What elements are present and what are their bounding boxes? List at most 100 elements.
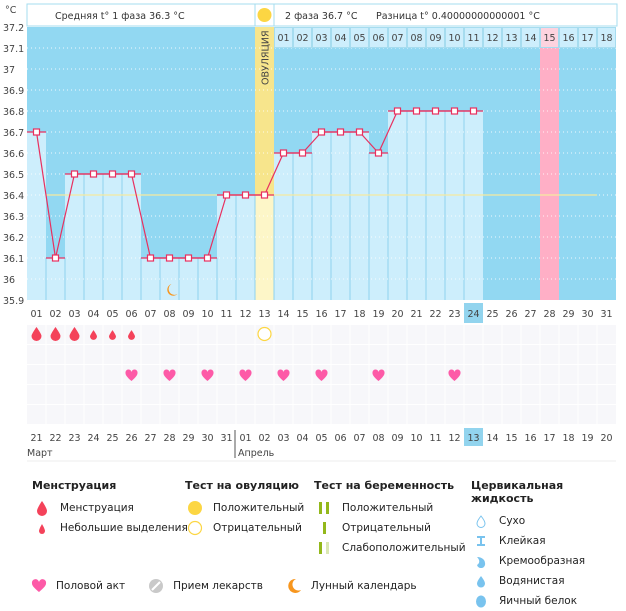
legend-item: Положительный xyxy=(314,498,466,518)
cycle-day-label: 27 xyxy=(524,309,536,320)
legend-title: Тест на овуляцию xyxy=(185,479,299,492)
calendar-date: 02 xyxy=(258,433,270,444)
legend-label: Сухо xyxy=(499,515,526,527)
legend-label: Водянистая xyxy=(499,575,565,587)
phase2-day-cell xyxy=(331,27,350,48)
legend-item: Отрицательный xyxy=(314,518,466,538)
marker-row xyxy=(27,405,616,424)
watery-icon xyxy=(471,573,491,589)
month-label: Март xyxy=(27,448,53,459)
cycle-day-label: 30 xyxy=(581,309,593,320)
ovulation-bar xyxy=(255,195,274,300)
bbt-chart: °C Средняя t° 1 фаза 36.3 °C 2 фаза 36.7… xyxy=(3,3,618,462)
legend-item: Прием лекарств xyxy=(147,578,263,594)
pregnancy-negative-icon xyxy=(314,520,334,536)
legend-title: Цервикальная жидкость xyxy=(471,479,564,505)
legend-label: Слабоположительный xyxy=(342,542,466,554)
cycle-day-label: 06 xyxy=(125,309,137,320)
calendar-date: 05 xyxy=(315,433,327,444)
temperature-point xyxy=(298,149,307,157)
y-tick-label: 35.9 xyxy=(3,296,24,307)
cycle-day-label: 19 xyxy=(372,309,384,320)
temperature-bar xyxy=(274,153,293,300)
pregnancy-weak-positive-icon xyxy=(314,540,334,556)
legend-item: Яичный белок xyxy=(471,591,626,611)
pill-icon xyxy=(147,578,165,594)
temperature-point xyxy=(89,170,98,178)
legend-label: Половой акт xyxy=(56,580,126,592)
calendar-date: 12 xyxy=(448,433,460,444)
temperature-point xyxy=(450,107,459,115)
temperature-bar xyxy=(464,111,483,300)
blood-drop-large-icon xyxy=(50,327,61,342)
blood-drop-large-icon xyxy=(69,327,80,342)
y-tick-label: 36.7 xyxy=(3,128,24,139)
heart-icon xyxy=(448,369,461,381)
blood-drop-small-icon xyxy=(90,330,97,340)
chart-overlay: 01 02 03 04 05 06 07 08 09 10 11 12 13 14 15 16 17 18 19 20… xyxy=(27,107,616,462)
phase2-day-label: 07 xyxy=(391,33,403,44)
temperature-point xyxy=(317,128,326,136)
plot-area: 37.2 37.1 37 36.9 36.8 36.7 36.6 36.5 36.4 36.3 36… xyxy=(3,23,616,307)
temperature-point xyxy=(108,170,117,178)
temperature-point xyxy=(279,149,288,157)
cycle-day-label: 20 xyxy=(391,309,403,320)
cycle-day-label: 10 xyxy=(201,309,213,320)
y-tick-label: 37.1 xyxy=(3,44,24,55)
cycle-day-label: 09 xyxy=(182,309,194,320)
legend-item: Лунный календарь xyxy=(285,578,417,594)
today-highlight xyxy=(464,428,483,446)
calendar-date: 30 xyxy=(201,433,213,444)
temperature-bar xyxy=(217,195,236,300)
phase2-day-cell xyxy=(597,27,616,48)
cycle-day-label: 01 xyxy=(30,309,42,320)
legend-title: Менструация xyxy=(32,479,117,492)
cycle-day-label: 16 xyxy=(315,309,327,320)
temperature-line xyxy=(377,110,399,154)
calendar-date: 04 xyxy=(296,433,308,444)
y-tick-label: 36.5 xyxy=(3,170,24,181)
phase2-day-label: 10 xyxy=(448,33,460,44)
month-label: Апрель xyxy=(238,448,275,459)
moon-icon xyxy=(167,284,178,296)
cycle-day-label: 14 xyxy=(277,309,289,320)
highlight-column xyxy=(540,27,559,300)
cycle-day-label: 26 xyxy=(505,309,517,320)
legend-title: Тест на беременность xyxy=(314,479,455,492)
legend-label: Кремообразная xyxy=(499,555,586,567)
temperature-point xyxy=(51,254,60,262)
ovulation-positive-icon xyxy=(257,8,272,22)
phase2-day-cell xyxy=(407,27,426,48)
cycle-day-label: 18 xyxy=(353,309,365,320)
temperature-point xyxy=(393,107,402,115)
cycle-day-label: 28 xyxy=(543,309,555,320)
phase2-day-cell xyxy=(578,27,597,48)
marker-row xyxy=(27,345,616,364)
cycle-day-label: 31 xyxy=(600,309,612,320)
temperature-point xyxy=(32,128,41,136)
calendar-date: 14 xyxy=(486,433,498,444)
egg-white-icon xyxy=(471,593,491,609)
sticky-icon xyxy=(471,533,491,549)
temperature-bar xyxy=(236,195,255,300)
phase2-day-cell xyxy=(483,27,502,48)
y-tick-label: 36.8 xyxy=(3,107,24,118)
cycle-day-label: 13 xyxy=(258,309,270,320)
temperature-line xyxy=(206,194,228,259)
legend-ovulation-test: Тест на овуляцию Положительный Отрицател… xyxy=(185,479,304,538)
cycle-day-label: 21 xyxy=(410,309,422,320)
temperature-bar xyxy=(388,111,407,300)
y-tick-label: 36.3 xyxy=(3,212,24,223)
legend-label: Отрицательный xyxy=(213,522,302,534)
cycle-day-label: 23 xyxy=(448,309,460,320)
moon-icon xyxy=(285,578,303,594)
calendar-date: 03 xyxy=(277,433,289,444)
legend-label: Небольшие выделения xyxy=(60,522,188,534)
ovulation-positive-icon xyxy=(185,500,205,516)
legend-item: Клейкая xyxy=(471,531,626,551)
calendar-date: 26 xyxy=(125,433,137,444)
calendar-date: 13 xyxy=(467,433,479,444)
temperature-point xyxy=(222,191,231,199)
y-tick-label: 36.6 xyxy=(3,149,24,160)
phase2-day-label: 05 xyxy=(353,33,365,44)
